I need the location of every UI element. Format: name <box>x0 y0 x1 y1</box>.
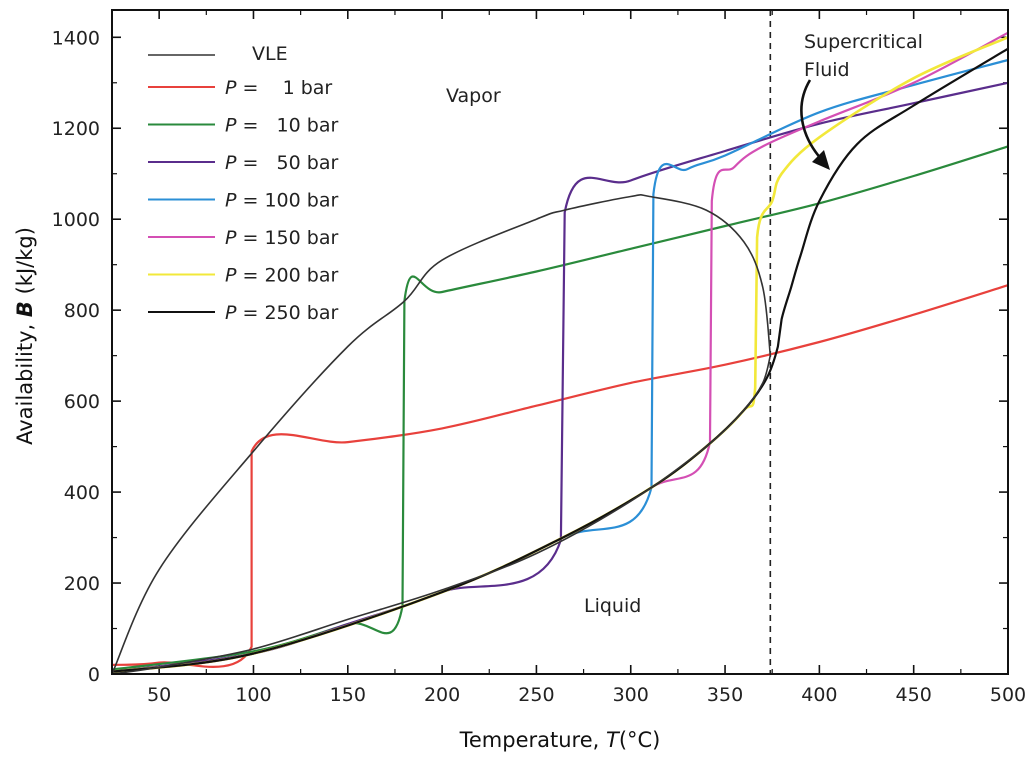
x-tick-label: 350 <box>707 684 743 706</box>
legend-label: P = 150 bar <box>225 227 338 249</box>
y-tick-label: 600 <box>64 391 100 413</box>
x-tick-label: 150 <box>330 684 366 706</box>
y-tick-label: 200 <box>64 573 100 595</box>
supercritical-arrowhead <box>812 150 830 170</box>
legend-label-vle: VLE <box>252 43 288 65</box>
x-tick-label: 200 <box>424 684 460 706</box>
y-axis-title-unit: (kJ/kg) <box>13 227 37 301</box>
x-axis-title: Temperature, T(°C) <box>459 728 661 752</box>
y-axis-title-variable: B <box>13 301 37 317</box>
legend-label-variable: P <box>225 302 237 324</box>
legend-label-variable: P <box>225 115 237 137</box>
y-tick-label: 0 <box>88 664 100 686</box>
legend-label: P = 50 bar <box>225 152 338 174</box>
legend-label-value: = 50 bar <box>236 152 338 174</box>
series-line-0 <box>111 284 1009 668</box>
legend-label-value: = 100 bar <box>236 190 338 212</box>
tick-labels: 50 100 150 200 250 300 350 400 450 500 0 200 400 600 8… <box>52 27 1026 706</box>
x-axis-title-variable: T <box>606 728 621 752</box>
plot-background <box>112 10 1008 674</box>
legend-label-variable: P <box>225 152 237 174</box>
y-axis-title-prefix: Availability, <box>13 317 37 445</box>
supercritical-label-line2: Fluid <box>804 59 850 81</box>
liquid-label: Liquid <box>584 595 641 617</box>
x-tick-label: 450 <box>896 684 932 706</box>
x-tick-label: 50 <box>147 684 171 706</box>
x-tick-label: 100 <box>235 684 271 706</box>
legend-label-variable: P <box>225 227 237 249</box>
y-tick-label: 800 <box>64 300 100 322</box>
legend-label-value: = 10 bar <box>236 115 338 137</box>
legend-label: P = 10 bar <box>225 115 338 137</box>
legend-label-variable: P <box>225 190 237 212</box>
y-tick-label: 1000 <box>52 209 100 231</box>
x-tick-label: 400 <box>801 684 837 706</box>
x-axis-title-unit: (°C) <box>619 728 661 752</box>
supercritical-label-line1: Supercritical <box>804 31 923 53</box>
legend-label: P = 200 bar <box>225 265 338 287</box>
legend-label: P = 1 bar <box>225 77 332 99</box>
supercritical-arrow <box>800 79 823 161</box>
legend-label: P = 250 bar <box>225 302 338 324</box>
legend-label-value: = 200 bar <box>236 265 338 287</box>
legend-label: P = 100 bar <box>225 190 338 212</box>
y-tick-label: 400 <box>64 482 100 504</box>
plot-frame <box>111 9 1009 675</box>
vapor-label: Vapor <box>446 85 501 107</box>
vle-curve <box>111 193 772 675</box>
legend-label-variable: P <box>225 77 237 99</box>
x-tick-label: 300 <box>613 684 649 706</box>
legend-label-variable: P <box>225 265 237 287</box>
y-axis-title: Availability, B (kJ/kg) <box>13 227 37 445</box>
x-tick-label: 500 <box>990 684 1026 706</box>
x-axis-title-prefix: Temperature, <box>459 728 606 752</box>
legend-label-value: = 250 bar <box>236 302 338 324</box>
legend-label-value: = 150 bar <box>236 227 338 249</box>
legend-label-value: = 1 bar <box>236 77 332 99</box>
y-tick-label: 1200 <box>52 118 100 140</box>
x-tick-label: 250 <box>518 684 554 706</box>
y-tick-label: 1400 <box>52 27 100 49</box>
